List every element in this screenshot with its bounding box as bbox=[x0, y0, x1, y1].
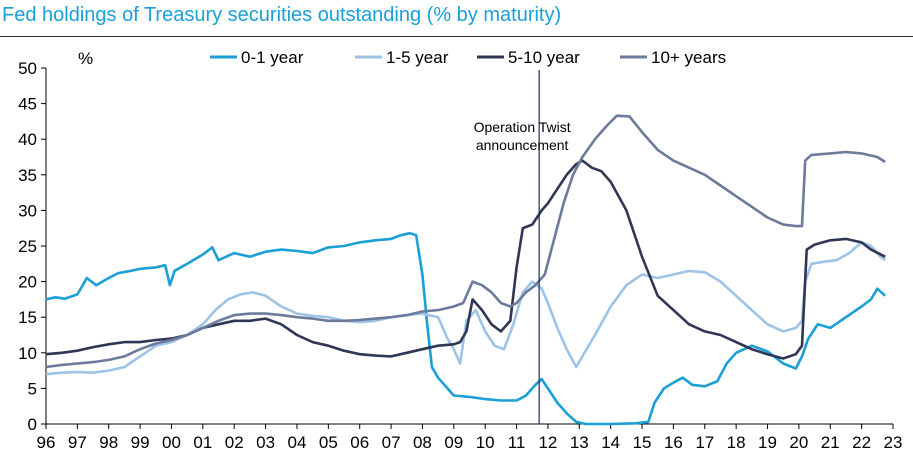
y-tick-label: 0 bbox=[28, 415, 37, 434]
x-tick-label: 17 bbox=[695, 433, 714, 452]
x-tick-label: 15 bbox=[633, 433, 652, 452]
series-lines bbox=[45, 114, 887, 426]
x-tick-label: 19 bbox=[758, 433, 777, 452]
x-tick-label: 18 bbox=[727, 433, 746, 452]
x-tick-label: 05 bbox=[319, 433, 338, 452]
x-tick-label: 02 bbox=[225, 433, 244, 452]
x-tick-label: 00 bbox=[162, 433, 181, 452]
legend-label-0: 0-1 year bbox=[241, 48, 304, 67]
y-axis-label: % bbox=[78, 49, 93, 68]
legend-label-1: 1-5 year bbox=[386, 48, 449, 67]
y-tick-label: 35 bbox=[18, 166, 37, 185]
annotations: Operation Twist announcement bbox=[474, 70, 571, 424]
x-tick-label: 23 bbox=[884, 433, 903, 452]
x-tick-label: 22 bbox=[852, 433, 871, 452]
x-tick-label: 12 bbox=[538, 433, 557, 452]
y-tick-label: 5 bbox=[28, 379, 37, 398]
annotation-text-0: Operation Twist bbox=[474, 119, 571, 135]
x-tick-label: 01 bbox=[193, 433, 212, 452]
x-tick-label: 04 bbox=[288, 433, 307, 452]
x-tick-label: 14 bbox=[601, 433, 620, 452]
legend: 0-1 year 1-5 year 5-10 year 10+ years bbox=[210, 48, 726, 67]
series-line-2 bbox=[45, 159, 886, 360]
annotation-text-0: announcement bbox=[476, 137, 569, 153]
x-tick-label: 20 bbox=[789, 433, 808, 452]
y-tick-label: 15 bbox=[18, 308, 37, 327]
y-tick-label: 30 bbox=[18, 201, 37, 220]
y-axis-ticks: 0 5 10 15 20 25 30 35 40 45 50 bbox=[18, 59, 46, 434]
series-line-3 bbox=[45, 114, 886, 369]
y-tick-label: 25 bbox=[18, 237, 37, 256]
y-tick-label: 40 bbox=[18, 130, 37, 149]
x-tick-label: 09 bbox=[444, 433, 463, 452]
x-tick-label: 99 bbox=[131, 433, 150, 452]
x-tick-label: 16 bbox=[664, 433, 683, 452]
x-tick-label: 03 bbox=[256, 433, 275, 452]
y-tick-label: 45 bbox=[18, 95, 37, 114]
chart-title: Fed holdings of Treasury securities outs… bbox=[2, 4, 562, 26]
axes bbox=[45, 68, 893, 425]
x-tick-label: 07 bbox=[382, 433, 401, 452]
series-line-1 bbox=[45, 241, 886, 376]
y-tick-label: 50 bbox=[18, 59, 37, 78]
x-tick-label: 98 bbox=[99, 433, 118, 452]
x-tick-label: 08 bbox=[413, 433, 432, 452]
title-divider bbox=[0, 36, 913, 37]
x-tick-label: 96 bbox=[37, 433, 56, 452]
y-tick-label: 20 bbox=[18, 273, 37, 292]
y-tick-label: 10 bbox=[18, 344, 37, 363]
x-axis-ticks: 96 97 98 99 00 01 02 03 04 05 06 07 08 09 10 11 12 13 14 15… bbox=[37, 424, 903, 452]
legend-label-3: 10+ years bbox=[651, 48, 726, 67]
x-tick-label: 21 bbox=[821, 433, 840, 452]
x-tick-label: 06 bbox=[350, 433, 369, 452]
x-tick-label: 11 bbox=[508, 433, 526, 452]
x-tick-label: 10 bbox=[476, 433, 495, 452]
legend-label-2: 5-10 year bbox=[508, 48, 580, 67]
x-tick-label: 97 bbox=[68, 433, 87, 452]
x-tick-label: 13 bbox=[570, 433, 589, 452]
